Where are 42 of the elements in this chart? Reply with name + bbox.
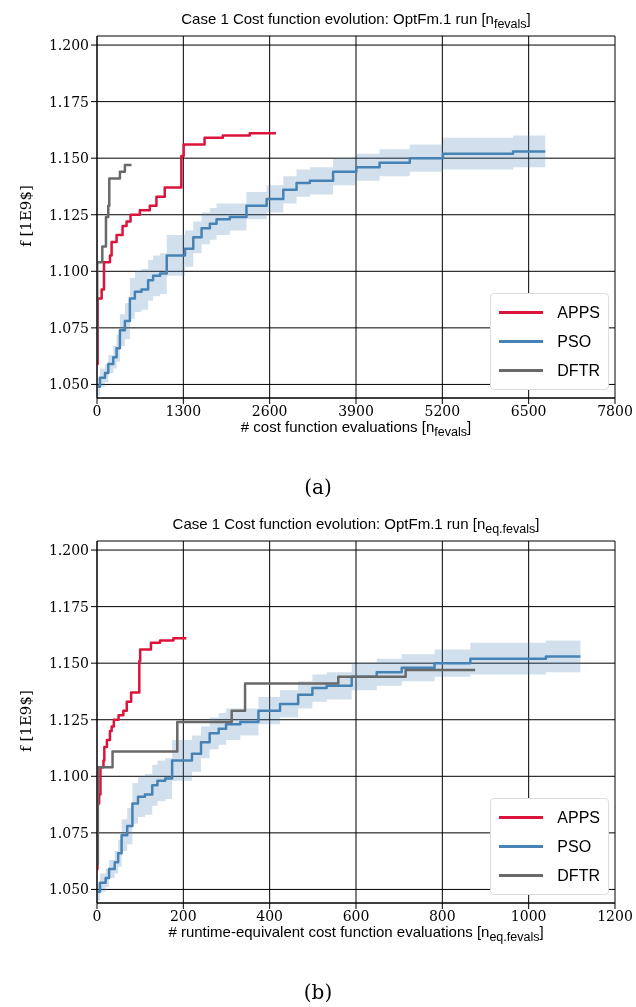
y-axis-title: f [1E9$] [17,689,35,754]
legend-label: APPS [557,808,600,828]
legend-label: PSO [557,837,592,857]
y-tick-label: 1.050 [48,881,89,898]
y-tick-label: 1.175 [48,93,89,110]
x-tick-label: 7800 [597,402,633,419]
y-tick-label: 1.125 [48,711,89,728]
x-tick-label: 1300 [165,402,202,419]
x-tick-label: 0 [92,402,102,419]
y-tick-label: 1.050 [48,376,89,393]
legend-label: DFTR [557,361,600,381]
x-tick-label: 6500 [510,402,547,419]
x-tick-label: 800 [428,907,456,924]
x-tick-label: 1200 [597,907,633,924]
y-tick-label: 1.100 [48,263,89,280]
chart-title: Case 1 Cost function evolution: OptFm.1 run [n$_{eq.fevals}$] [171,515,541,536]
x-axis-title: # cost function evaluations [n$_{fevals}$] [239,418,473,439]
x-tick-label: 600 [342,907,370,924]
y-tick-label: 1.150 [48,655,89,672]
x-tick-label: 5200 [424,402,461,419]
legend-label: APPS [557,303,600,323]
y-tick-label: 1.075 [48,824,89,841]
y-tick-label: 1.075 [48,319,89,336]
y-tick-label: 1.200 [48,37,89,54]
text: (a) [303,475,333,499]
y-tick-label: 1.175 [48,598,89,615]
x-tick-label: 3900 [338,402,374,419]
y-tick-label: 1.200 [48,542,89,559]
x-tick-label: 400 [256,907,284,924]
x-tick-label: 200 [169,907,197,924]
legend-label: PSO [557,332,592,352]
x-axis-title: # runtime-equivalent cost function evaluations [n$_{eq.fevals}$] [167,923,545,944]
y-tick-label: 1.150 [48,150,89,167]
chart-title: Case 1 Cost function evolution: OptFm.1 run [n$_{fevals}$] [180,10,532,31]
text: (b) [302,980,334,1004]
x-tick-label: 2600 [251,402,288,419]
x-tick-label: 1000 [510,907,547,924]
x-tick-label: 0 [92,907,102,924]
y-tick-label: 1.125 [48,206,89,223]
legend-label: DFTR [557,866,600,886]
y-tick-label: 1.100 [48,768,89,785]
y-axis-title: f [1E9$] [17,184,35,249]
